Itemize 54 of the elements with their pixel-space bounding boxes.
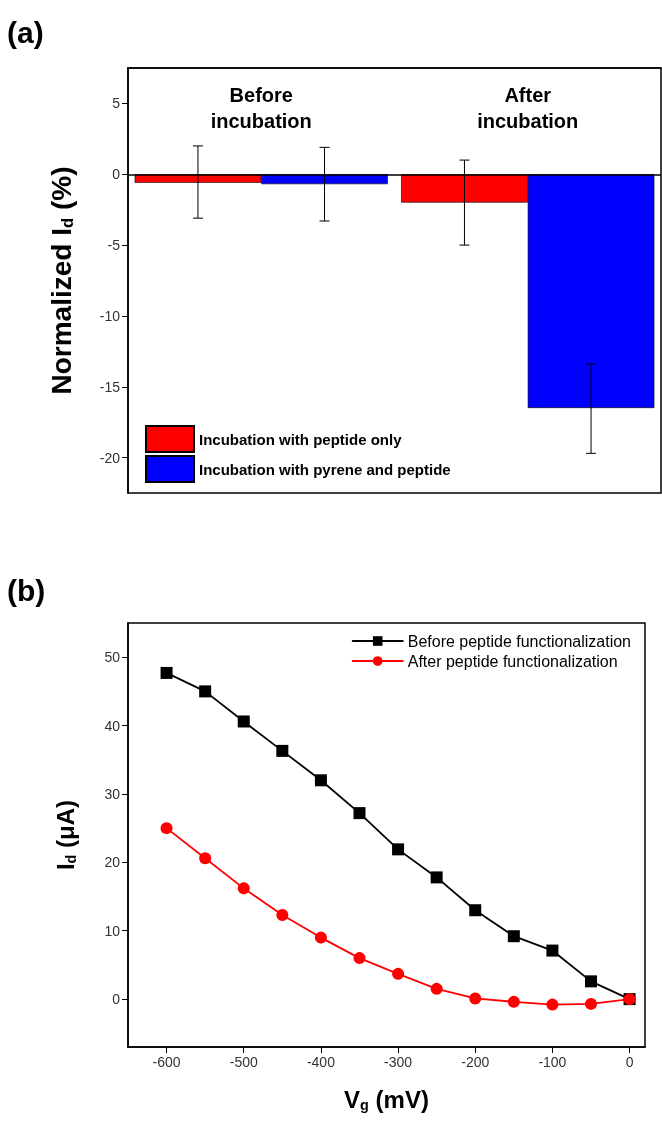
point (353, 952, 366, 965)
chart-title: (b) (7, 573, 46, 607)
point (276, 744, 289, 757)
point (430, 982, 443, 995)
y-tick-label: -15 (99, 378, 121, 395)
x-tick-label: -100 (538, 1054, 567, 1070)
point (546, 998, 559, 1011)
x-tick-label: -600 (152, 1054, 181, 1070)
x-tick-label: -300 (384, 1054, 413, 1070)
y-axis-title: Normalized Id (%) (45, 166, 77, 395)
point (507, 995, 520, 1008)
point (546, 944, 559, 957)
point (392, 967, 405, 980)
y-tick-label: 5 (112, 95, 121, 112)
point (507, 930, 520, 943)
point (276, 909, 289, 922)
x-tick-label: -500 (229, 1054, 258, 1070)
point (584, 975, 597, 988)
x-tick-label: Before incubation (210, 84, 312, 132)
legend-label: Before peptide functionalization (407, 632, 631, 650)
x-axis-title: Vg (mV) (344, 1085, 429, 1113)
y-tick-label: 40 (104, 717, 121, 734)
y-tick-label: -20 (99, 449, 121, 466)
point (585, 997, 597, 1010)
y-tick-label: 20 (104, 854, 121, 871)
y-tick-label: -5 (107, 237, 121, 254)
y-tick-label: 30 (104, 785, 121, 802)
legend-label: Incubation with pyrene and peptide (199, 460, 451, 478)
y-tick-label: 10 (104, 922, 121, 939)
legend-label: After peptide functionalization (407, 652, 618, 670)
y-tick-label: -10 (99, 307, 121, 324)
point (199, 685, 212, 698)
y-axis-title: Id (μA) (52, 799, 80, 871)
point (314, 774, 327, 787)
y-tick-label: 0 (112, 991, 121, 1008)
point (199, 852, 212, 865)
x-tick-label: 0 (625, 1054, 634, 1070)
y-tick-label: 0 (112, 166, 121, 183)
point (430, 871, 443, 884)
point (469, 904, 482, 917)
point (237, 882, 250, 895)
point (392, 843, 405, 856)
x-tick-label: After incubation (477, 84, 579, 132)
chart-title: (a) (7, 15, 44, 49)
point (237, 715, 250, 728)
x-tick-label: -400 (306, 1054, 336, 1070)
point (160, 822, 173, 835)
point (160, 666, 173, 679)
point (469, 992, 482, 1005)
y-tick-label: 50 (104, 649, 121, 666)
x-tick-label: -200 (461, 1054, 490, 1070)
legend-label: Incubation with peptide only (199, 430, 403, 448)
point (314, 931, 327, 944)
point (353, 807, 366, 820)
